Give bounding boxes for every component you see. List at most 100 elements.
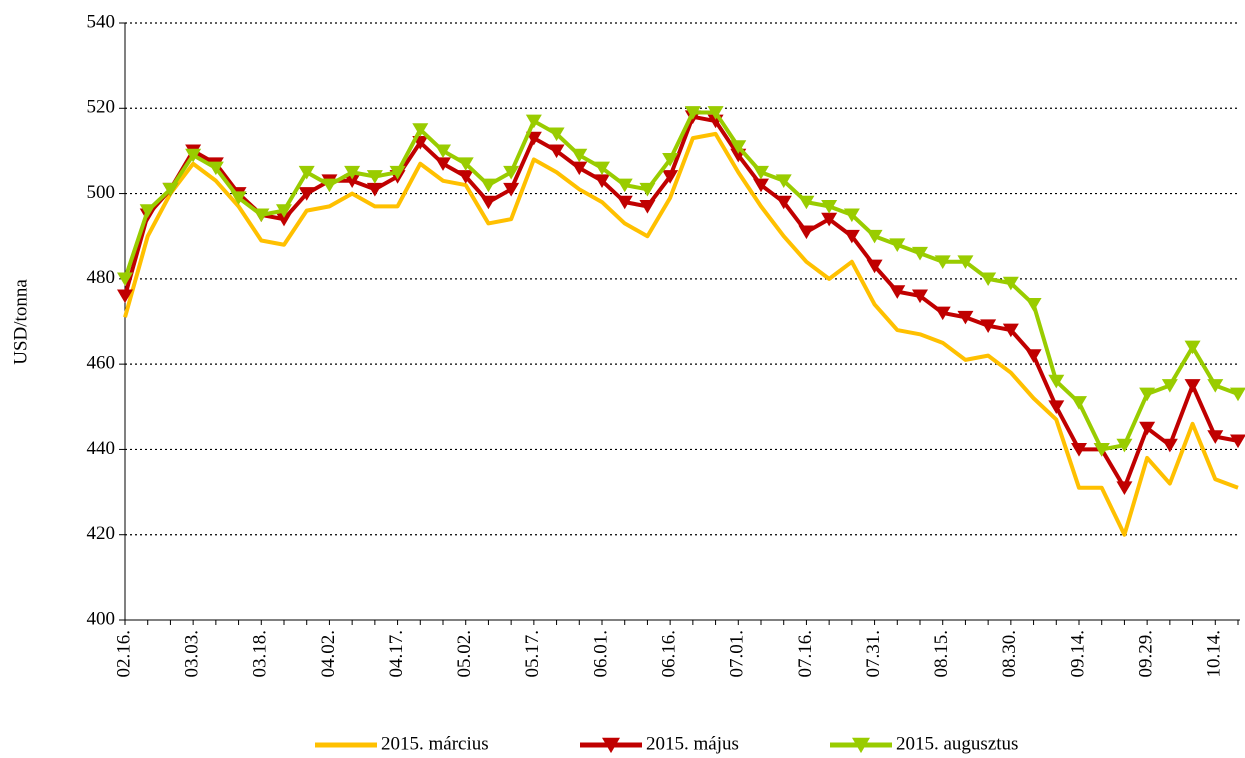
x-tick-label: 04.17. — [386, 630, 407, 678]
marker — [1116, 438, 1133, 453]
legend-label: 2015. május — [646, 733, 739, 754]
legend-marker — [852, 737, 870, 754]
marker — [639, 199, 656, 214]
marker — [1025, 349, 1042, 363]
series-line — [123, 110, 1239, 452]
marker — [366, 182, 383, 197]
series — [123, 131, 1239, 537]
legend-label: 2015. március — [381, 733, 489, 754]
marker — [412, 123, 429, 137]
marker — [684, 106, 701, 120]
y-tick-label: 400 — [87, 608, 116, 629]
marker — [457, 170, 474, 184]
marker — [117, 289, 133, 304]
marker — [843, 208, 860, 223]
x-tick-label: 08.15. — [931, 630, 952, 678]
marker — [866, 229, 883, 244]
marker — [230, 191, 247, 206]
x-tick-label: 06.01. — [590, 630, 611, 678]
x-tick-label: 04.02. — [318, 630, 339, 678]
marker — [707, 106, 724, 120]
marker — [276, 212, 292, 227]
marker — [1184, 379, 1201, 393]
marker — [1207, 430, 1224, 444]
marker — [253, 208, 270, 223]
marker — [616, 178, 633, 193]
marker — [753, 165, 769, 180]
marker — [139, 204, 156, 218]
y-tick-label: 420 — [87, 523, 116, 544]
marker — [435, 144, 451, 159]
marker — [957, 255, 974, 269]
marker — [1116, 481, 1133, 496]
marker — [1071, 443, 1087, 457]
series — [117, 106, 1245, 457]
marker — [435, 157, 451, 171]
marker — [548, 127, 565, 142]
marker — [344, 165, 361, 180]
marker — [594, 174, 610, 188]
marker — [1139, 387, 1156, 402]
marker — [457, 157, 474, 171]
x-tick-label: 02.16. — [113, 630, 134, 678]
y-axis-label: USD/tonna — [10, 279, 31, 365]
marker — [889, 238, 906, 252]
x-tick-label: 07.16. — [795, 630, 816, 678]
marker — [503, 182, 520, 197]
marker — [843, 229, 860, 244]
marker — [1071, 396, 1087, 410]
y-tick-label: 460 — [87, 353, 116, 374]
marker — [1093, 443, 1110, 457]
series — [117, 110, 1245, 496]
marker — [1230, 434, 1245, 449]
legend-label: 2015. augusztus — [896, 733, 1018, 754]
marker — [480, 178, 497, 193]
marker — [366, 170, 383, 184]
marker — [821, 199, 838, 214]
marker — [662, 153, 679, 167]
marker — [912, 289, 928, 304]
marker — [821, 212, 838, 227]
marker — [798, 195, 815, 210]
marker — [1048, 374, 1065, 389]
y-tick-label: 480 — [87, 267, 116, 288]
marker — [344, 174, 361, 188]
marker — [162, 182, 179, 197]
marker — [1139, 421, 1156, 436]
marker — [912, 246, 928, 261]
marker — [616, 195, 633, 210]
marker — [866, 259, 883, 274]
marker — [571, 161, 588, 176]
marker — [298, 165, 315, 180]
x-tick-label: 03.18. — [250, 630, 271, 678]
marker — [1230, 387, 1245, 402]
x-tick-label: 07.31. — [863, 630, 884, 678]
y-tick-label: 520 — [87, 97, 116, 118]
marker — [934, 255, 951, 269]
marker — [321, 178, 338, 193]
marker — [525, 114, 542, 129]
marker — [798, 225, 815, 240]
marker — [185, 148, 202, 163]
marker — [207, 161, 224, 176]
marker — [525, 131, 542, 146]
marker — [889, 285, 906, 299]
marker — [753, 178, 769, 193]
marker — [775, 195, 792, 210]
legend-marker — [602, 737, 620, 754]
marker — [117, 272, 133, 287]
marker — [662, 170, 679, 184]
marker — [276, 204, 292, 218]
marker — [775, 174, 792, 188]
marker — [934, 306, 951, 321]
marker — [639, 182, 656, 197]
y-tick-label: 500 — [87, 182, 116, 203]
x-tick-label: 09.29. — [1136, 630, 1157, 678]
marker — [1184, 340, 1201, 355]
marker — [389, 165, 406, 180]
x-tick-label: 07.01. — [727, 630, 748, 678]
x-tick-label: 06.16. — [659, 630, 680, 678]
marker — [980, 272, 997, 287]
marker — [730, 140, 747, 154]
